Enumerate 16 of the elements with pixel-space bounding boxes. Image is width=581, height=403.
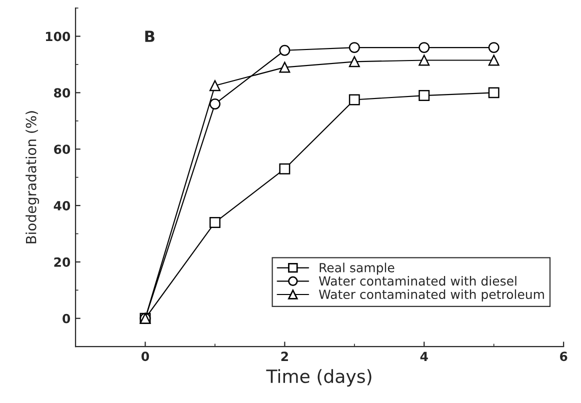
legend-label: Water contaminated with diesel [318, 276, 516, 286]
x-tick-label: 6 [560, 352, 568, 362]
y-tick-label: 60 [54, 144, 70, 154]
x-tick-label: 0 [142, 352, 149, 362]
y-tick-label: 40 [54, 201, 70, 210]
annotation: B [145, 30, 154, 42]
y-tick-label: 100 [46, 32, 70, 42]
x-axis-title: Time (days) [266, 369, 372, 387]
x-tick-label: 2 [281, 352, 288, 361]
y-tick-label: 80 [54, 88, 70, 98]
legend-label: Real sample [320, 262, 394, 275]
x-tick-label: 4 [420, 352, 428, 361]
y-axis-title: Biodegradation (%) [26, 111, 40, 244]
y-tick-label: 20 [54, 257, 70, 267]
y-tick-label: 0 [62, 314, 70, 324]
legend-label: Water contaminated with petroleum [318, 289, 544, 302]
